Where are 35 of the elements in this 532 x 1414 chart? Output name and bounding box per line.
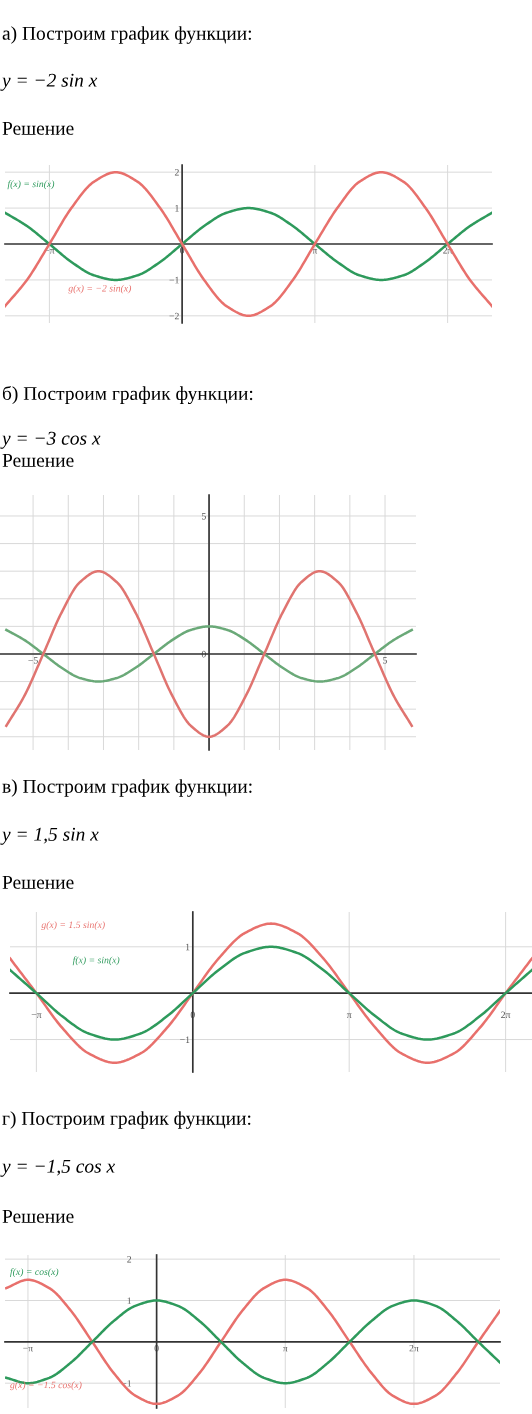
y-tick-label: 2 xyxy=(127,1256,132,1263)
x-tick-label: −π xyxy=(23,1346,33,1352)
text: g(x) = −1.5 cos(x) xyxy=(9,1381,82,1391)
x-tick-label: −π xyxy=(31,1013,42,1019)
y-tick-label: −2 xyxy=(169,312,179,320)
text: g(x) = −2 sin(x) xyxy=(68,284,132,294)
chart-subtitle: y = −2 sin x xyxy=(0,73,98,91)
text: Решение xyxy=(2,1209,74,1223)
text: Решение xyxy=(2,121,74,135)
chart-title: б) Построим график функции: xyxy=(2,385,253,405)
text: Решение xyxy=(2,453,74,467)
chart-title: а) Построим график функции: xyxy=(2,26,251,44)
x-tick-label: 2π xyxy=(501,1011,511,1019)
y-tick-label: −1 xyxy=(180,1036,190,1043)
x-tick-label: −5 xyxy=(28,657,38,664)
y-tick-label: 1 xyxy=(175,205,179,212)
chart-subtitle: y = 1,5 sin x xyxy=(0,827,99,845)
text: g(x) = 1.5 sin(x) xyxy=(41,921,105,931)
x-tick-label: 2π xyxy=(409,1344,419,1352)
chart-title: г) Построим график функции: xyxy=(2,1111,251,1129)
x-tick-label: π xyxy=(312,249,318,254)
y-tick-label: 1 xyxy=(186,943,190,951)
x-tick-label: 0 xyxy=(190,1011,195,1019)
text: f(x) = sin(x) xyxy=(72,956,120,966)
chart-title: в) Построим график функции: xyxy=(2,779,252,797)
chart-subtitle: y = −1,5 cos x xyxy=(0,1159,116,1177)
y-tick-label: 1 xyxy=(127,1297,132,1304)
x-tick-label: π xyxy=(346,1013,352,1019)
y-tick-label: 2 xyxy=(174,169,179,176)
text: Решение xyxy=(2,875,74,889)
text: f(x) = cos(x) xyxy=(10,1268,59,1277)
chart-subtitle: y = −3 cos x xyxy=(0,431,101,449)
text: f(x) = sin(x) xyxy=(7,180,55,190)
x-tick-label: π xyxy=(282,1346,288,1352)
y-tick-label: −1 xyxy=(169,276,179,284)
